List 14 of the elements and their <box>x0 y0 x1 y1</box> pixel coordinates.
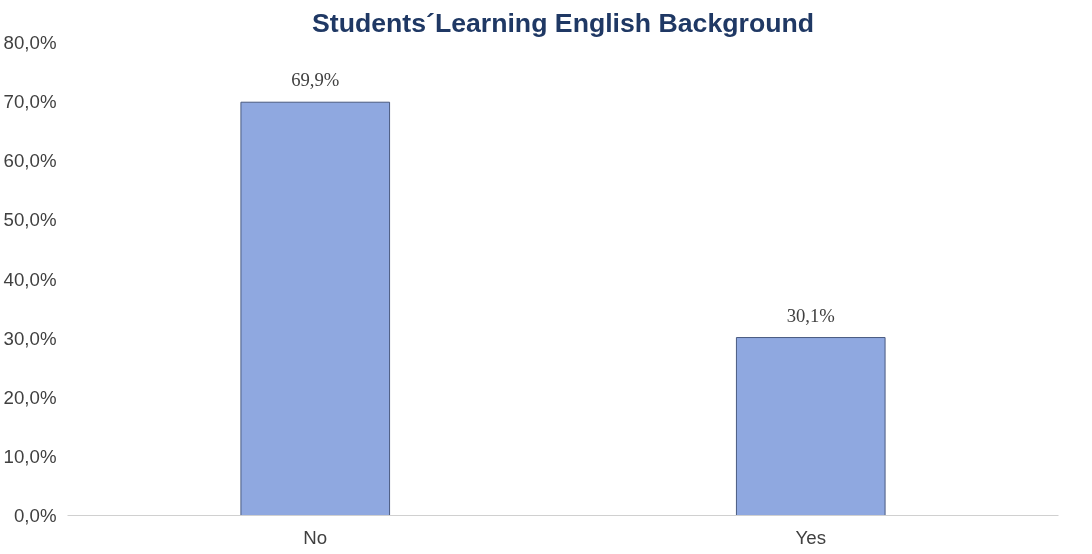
y-tick-label: 70,0% <box>3 91 57 113</box>
y-tick-label: 40,0% <box>3 268 57 290</box>
x-tick-label: Yes <box>795 526 826 548</box>
y-tick-label: 20,0% <box>3 386 57 408</box>
y-tick-label: 80,0% <box>3 32 57 53</box>
y-tick-label: 0,0% <box>13 505 57 526</box>
x-tick-label: No <box>303 526 328 548</box>
data-label: 30,1% <box>786 304 835 326</box>
data-label: 69,9% <box>291 69 340 91</box>
chart-title: Students´Learning English Background <box>311 7 815 38</box>
y-tick-label: 10,0% <box>3 445 57 467</box>
y-tick-label: 30,0% <box>3 327 57 349</box>
y-tick-label: 50,0% <box>3 209 57 231</box>
y-tick-label: 60,0% <box>3 150 57 172</box>
